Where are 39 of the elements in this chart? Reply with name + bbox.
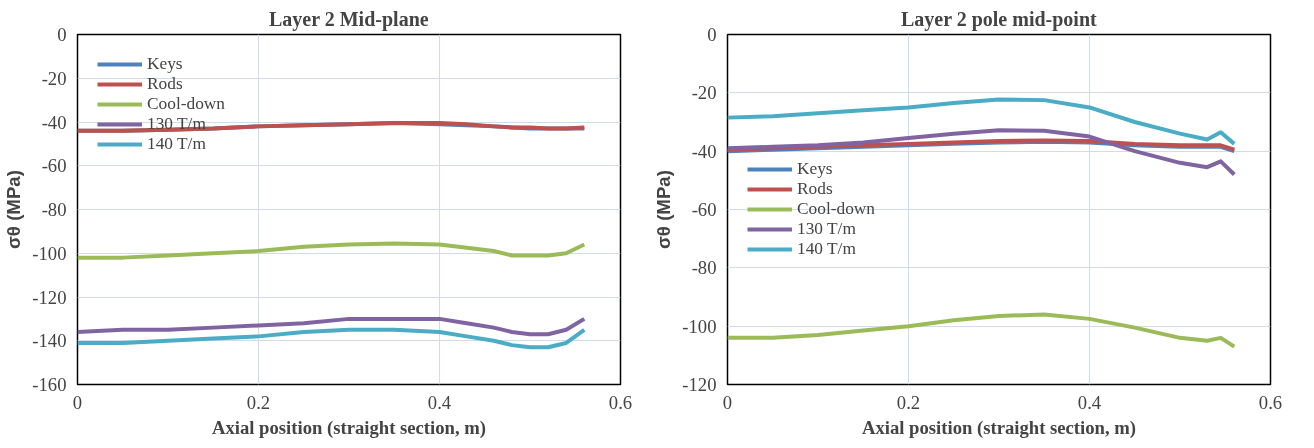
chart-title: Layer 2 pole mid-point [900,7,1098,31]
legend-label: Rods [147,74,183,94]
legend-label: Cool-down [797,199,875,219]
legend-label: Keys [147,54,183,74]
x-tick-label: 0.6 [608,391,633,413]
x-axis-title: Axial position (straight section, m) [211,416,487,439]
y-tick-label: -40 [691,140,717,162]
y-tick-label: -60 [691,199,717,220]
y-tick-label: -20 [691,82,717,104]
y-tick-label: -100 [32,242,67,264]
y-tick-label: -80 [41,199,67,220]
x-tick-label: 0 [722,391,733,413]
x-tick-label: 0.6 [1258,391,1283,413]
y-axis-title: σθ (MPa) [3,170,25,249]
x-tick-label: 0.4 [427,391,452,413]
y-tick-label: 0 [707,24,717,45]
y-tick-label: -100 [682,315,717,337]
legend-label: Rods [797,179,833,199]
y-tick-label: 0 [57,24,67,45]
x-tick-label: 0.4 [1077,391,1102,413]
legend-label: 140 T/m [147,134,206,154]
legend-label: 130 T/m [797,219,856,239]
y-tick-label: -80 [691,257,717,279]
x-tick-label: 0 [72,391,83,413]
x-tick-label: 0.2 [246,391,271,413]
y-tick-label: -20 [41,67,67,89]
legend-label: Keys [797,159,833,179]
y-tick-label: -120 [682,374,717,395]
legend-label: 140 T/m [797,239,856,259]
legend-label: Cool-down [147,94,225,114]
y-axis-title: σθ (MPa) [653,170,675,249]
y-tick-label: -160 [32,374,67,395]
y-tick-label: -140 [32,330,67,352]
x-axis-title: Axial position (straight section, m) [861,416,1137,439]
y-tick-label: -40 [41,111,67,133]
y-tick-label: -120 [32,286,67,308]
x-tick-label: 0.2 [896,391,921,413]
chart-title: Layer 2 Mid-plane [269,7,429,31]
y-tick-label: -60 [41,155,67,177]
